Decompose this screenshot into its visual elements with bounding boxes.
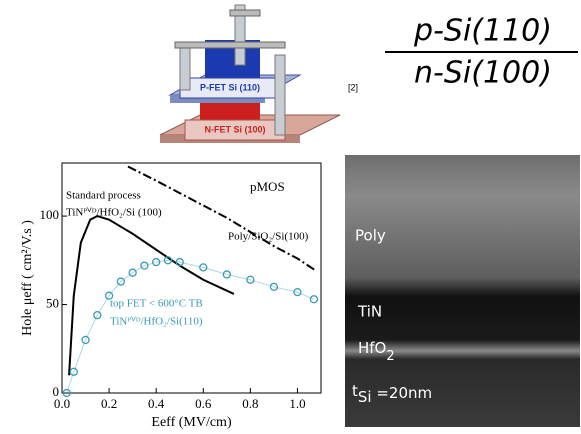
tem-label: HfO <box>358 339 386 357</box>
y-tick-label: 100 <box>40 207 60 222</box>
x-tick-label: 0.6 <box>195 396 212 411</box>
point <box>246 275 255 284</box>
point <box>175 257 184 267</box>
point <box>104 291 114 300</box>
x-tick-label: 0.0 <box>54 396 70 411</box>
series-label: TiNᴾⱽᴰ/HfO₂/Si (100) <box>66 207 162 219</box>
annotation: top FET < 600°C TB <box>110 298 203 310</box>
series-label: Poly/SiO₂/Si(100) <box>228 231 309 243</box>
tem-label: TiN <box>357 303 382 321</box>
plot-frame <box>61 162 322 394</box>
point <box>199 263 208 272</box>
point <box>309 295 319 304</box>
x-tick-label: 0.8 <box>242 396 258 411</box>
stack-diagram: P-FET Si (110) N-FET Si (100) <box>159 4 341 143</box>
tem-label: HfO2 <box>358 339 395 364</box>
point <box>93 311 102 320</box>
point <box>152 257 161 267</box>
point <box>81 335 90 345</box>
point <box>128 268 137 277</box>
diagram-label: P-FET Si (110) <box>200 82 260 92</box>
x-tick-label: 0.2 <box>101 396 117 411</box>
annotation: Standard process <box>66 190 141 202</box>
series-line <box>68 215 235 376</box>
reference: [2] <box>348 82 358 92</box>
point <box>269 282 279 291</box>
x-tick-label: 1.0 <box>289 396 305 411</box>
series-line <box>66 259 315 394</box>
annotation: pMOS <box>250 179 285 194</box>
fraction-numerator: p-Si(110) <box>413 14 552 49</box>
x-tick-label: 0.4 <box>148 396 165 411</box>
fraction-denominator: n-Si(100) <box>414 56 552 91</box>
x-axis-label: Eeff (MV/cm) <box>151 415 232 430</box>
point <box>116 277 126 286</box>
tem-label: t <box>352 382 358 400</box>
point <box>293 288 302 297</box>
y-tick-label: 50 <box>46 296 59 311</box>
point <box>163 256 173 265</box>
series-line <box>127 165 317 272</box>
chart: 0.0 0.2 0.4 0.6 0.8 1.0 0 50 100 Eeff (MV/cm) Hole… <box>20 162 322 430</box>
tem-label: tSi =20nm <box>352 382 432 406</box>
tem-label: Poly <box>355 227 386 245</box>
y-tick-label: 0 <box>53 384 60 399</box>
point <box>140 261 149 270</box>
diagram-label: N-FET Si (100) <box>204 124 265 134</box>
tem-label: 2 <box>386 349 394 364</box>
tem-image: Poly TiN HfO2 tSi =20nm <box>345 155 580 427</box>
tem-label: =20nm <box>372 384 433 402</box>
y-axis-label: Hole μeff ( cm²/V.s ) <box>20 220 35 336</box>
point <box>62 388 71 398</box>
point <box>69 367 78 376</box>
tem-label: Si <box>358 388 372 406</box>
point <box>222 270 231 279</box>
series-label: TiNᴾⱽᴰ/HfO₂/Si(110) <box>110 316 203 328</box>
